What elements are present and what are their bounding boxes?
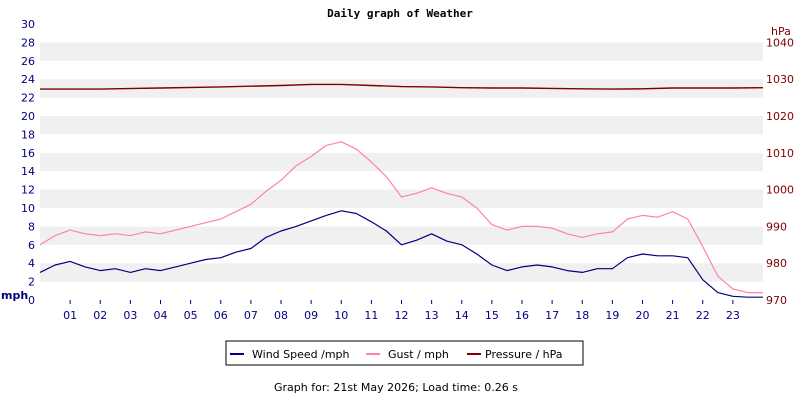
x-axis-ticks: 01 02 03 04 05 06 07 08 09 10 11 12 13 14 15 16 17 18 19 20…	[63, 300, 740, 322]
left-tick-label: 4	[28, 257, 35, 270]
grid-band	[40, 152, 763, 172]
x-tick-label: 19	[605, 309, 619, 322]
x-tick-label: 05	[184, 309, 198, 322]
legend-label-wind-speed: Wind Speed /mph	[252, 348, 350, 361]
grid-band	[40, 97, 763, 116]
x-tick-label: 11	[364, 309, 378, 322]
x-tick-label: 23	[726, 309, 740, 322]
grid-band	[40, 116, 763, 135]
right-tick-label: 970	[766, 294, 787, 307]
left-tick-label: 6	[28, 239, 35, 252]
footer-text: Graph for: 21st May 2026; Load time: 0.2…	[274, 381, 518, 394]
right-tick-label: 1010	[766, 147, 794, 160]
x-tick-label: 14	[455, 309, 469, 322]
right-axis-unit: hPa	[771, 25, 791, 38]
x-tick-label: 16	[515, 309, 529, 322]
grid-band	[40, 42, 763, 61]
grid-band	[40, 244, 763, 264]
x-tick-label: 21	[666, 309, 680, 322]
x-tick-label: 17	[545, 309, 559, 322]
grid-bands	[40, 24, 763, 300]
grid-band	[40, 79, 763, 98]
series-layer	[39, 83, 764, 298]
series-line-wind-speed-mph	[39, 210, 763, 298]
left-axis-unit: mph	[1, 289, 28, 302]
grid-band	[40, 171, 763, 190]
right-tick-label: 1040	[766, 36, 794, 49]
series-line-pressure-hpa	[40, 83, 764, 90]
left-tick-label: 12	[21, 184, 35, 197]
left-tick-label: 30	[21, 18, 35, 31]
right-tick-label: 1030	[766, 73, 794, 86]
left-tick-label: 0	[28, 294, 35, 307]
grid-band	[40, 189, 763, 208]
left-tick-label: 14	[21, 165, 35, 178]
legend-item-pressure: Pressure / hPa	[467, 348, 563, 361]
right-tick-label: 980	[766, 257, 787, 270]
legend-label-gust: Gust / mph	[388, 348, 449, 361]
x-tick-label: 18	[575, 309, 589, 322]
grid-band	[40, 281, 763, 300]
left-tick-label: 2	[28, 276, 35, 289]
left-tick-label: 16	[21, 147, 35, 160]
right-tick-label: 1000	[766, 184, 794, 197]
legend-box	[225, 340, 584, 366]
right-tick-label: 990	[766, 220, 787, 233]
grid-band	[40, 226, 763, 245]
x-tick-label: 02	[93, 309, 107, 322]
chart-title: Daily graph of Weather	[327, 7, 473, 20]
left-tick-label: 8	[28, 220, 35, 233]
right-axis-ticks: 970 980 990 1000 1010 1020 1030 1040	[766, 36, 794, 307]
left-tick-label: 20	[21, 110, 35, 123]
x-tick-label: 07	[244, 309, 258, 322]
x-tick-label: 12	[395, 309, 409, 322]
left-tick-label: 10	[21, 202, 35, 215]
x-tick-label: 03	[123, 309, 137, 322]
x-tick-label: 09	[304, 309, 318, 322]
x-tick-label: 04	[154, 309, 168, 322]
grid-band	[40, 60, 763, 80]
x-tick-label: 22	[696, 309, 710, 322]
x-tick-label: 10	[334, 309, 348, 322]
x-tick-label: 01	[63, 309, 77, 322]
x-tick-label: 08	[274, 309, 288, 322]
grid-band	[40, 24, 763, 43]
legend: Wind Speed /mph Gust / mph Pressure / hP…	[225, 340, 584, 366]
left-tick-label: 26	[21, 55, 35, 68]
grid-band	[40, 263, 763, 282]
x-tick-label: 13	[425, 309, 439, 322]
legend-item-gust: Gust / mph	[366, 348, 449, 361]
left-tick-label: 28	[21, 36, 35, 49]
right-tick-label: 1020	[766, 110, 794, 123]
x-tick-label: 06	[214, 309, 228, 322]
x-tick-label: 20	[636, 309, 650, 322]
grid-band	[40, 208, 763, 227]
series-line-gust-mph	[39, 141, 763, 294]
x-tick-label: 15	[485, 309, 499, 322]
left-tick-label: 22	[21, 92, 35, 105]
legend-label-pressure: Pressure / hPa	[485, 348, 563, 361]
grid-band	[40, 134, 763, 153]
left-tick-label: 24	[21, 73, 35, 86]
legend-item-wind-speed: Wind Speed /mph	[230, 348, 350, 361]
left-tick-label: 18	[21, 128, 35, 141]
